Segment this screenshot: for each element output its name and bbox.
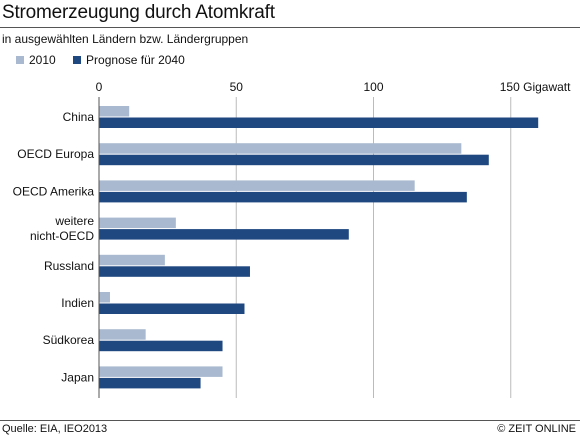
bar-2010 <box>99 143 462 154</box>
x-tick-label: 150 Gigawatt <box>500 80 571 94</box>
title-divider <box>0 27 580 28</box>
bar-2010 <box>99 106 130 117</box>
legend-label-2010: 2010 <box>29 53 56 67</box>
footer-divider <box>0 420 580 421</box>
legend-item-2040: Prognose für 2040 <box>73 53 185 67</box>
bar-2040 <box>99 340 223 352</box>
category-label: Südkorea <box>43 333 95 347</box>
bar-2040 <box>99 377 201 389</box>
legend: 2010 Prognose für 2040 <box>16 53 199 67</box>
category-label: OECD Europa <box>17 147 94 161</box>
category-label: nicht-OECD <box>30 229 94 243</box>
category-label: Japan <box>61 370 94 384</box>
bar-2010 <box>99 366 223 377</box>
bar-2010 <box>99 329 146 340</box>
credit-note: © ZEIT ONLINE <box>497 423 576 435</box>
bar-2040 <box>99 229 349 240</box>
chart-subtitle: in ausgewählten Ländern bzw. Ländergrupp… <box>2 32 249 46</box>
chart-title: Stromerzeugung durch Atomkraft <box>2 2 275 23</box>
category-label: China <box>63 110 95 124</box>
legend-swatch-2040 <box>73 56 82 64</box>
legend-item-2010: 2010 <box>16 53 56 67</box>
legend-swatch-2010 <box>16 56 24 64</box>
source-note: Quelle: EIA, IEO2013 <box>2 423 108 435</box>
x-tick-label: 50 <box>230 80 244 94</box>
category-label: Indien <box>61 296 94 310</box>
category-label: weitere <box>54 214 94 228</box>
category-label: OECD Amerika <box>13 184 95 198</box>
bar-2040 <box>99 191 467 203</box>
legend-label-2040: Prognose für 2040 <box>86 53 185 67</box>
bar-2040 <box>99 117 539 128</box>
bar-2010 <box>99 217 176 229</box>
category-label: Russland <box>44 259 94 273</box>
bar-2040 <box>99 154 489 166</box>
bar-2010 <box>99 292 110 303</box>
x-tick-label: 100 <box>363 80 383 94</box>
bar-2040 <box>99 303 245 314</box>
x-tick-label: 0 <box>96 80 103 94</box>
bar-2010 <box>99 254 165 266</box>
bar-2010 <box>99 180 415 191</box>
bar-2040 <box>99 266 250 277</box>
